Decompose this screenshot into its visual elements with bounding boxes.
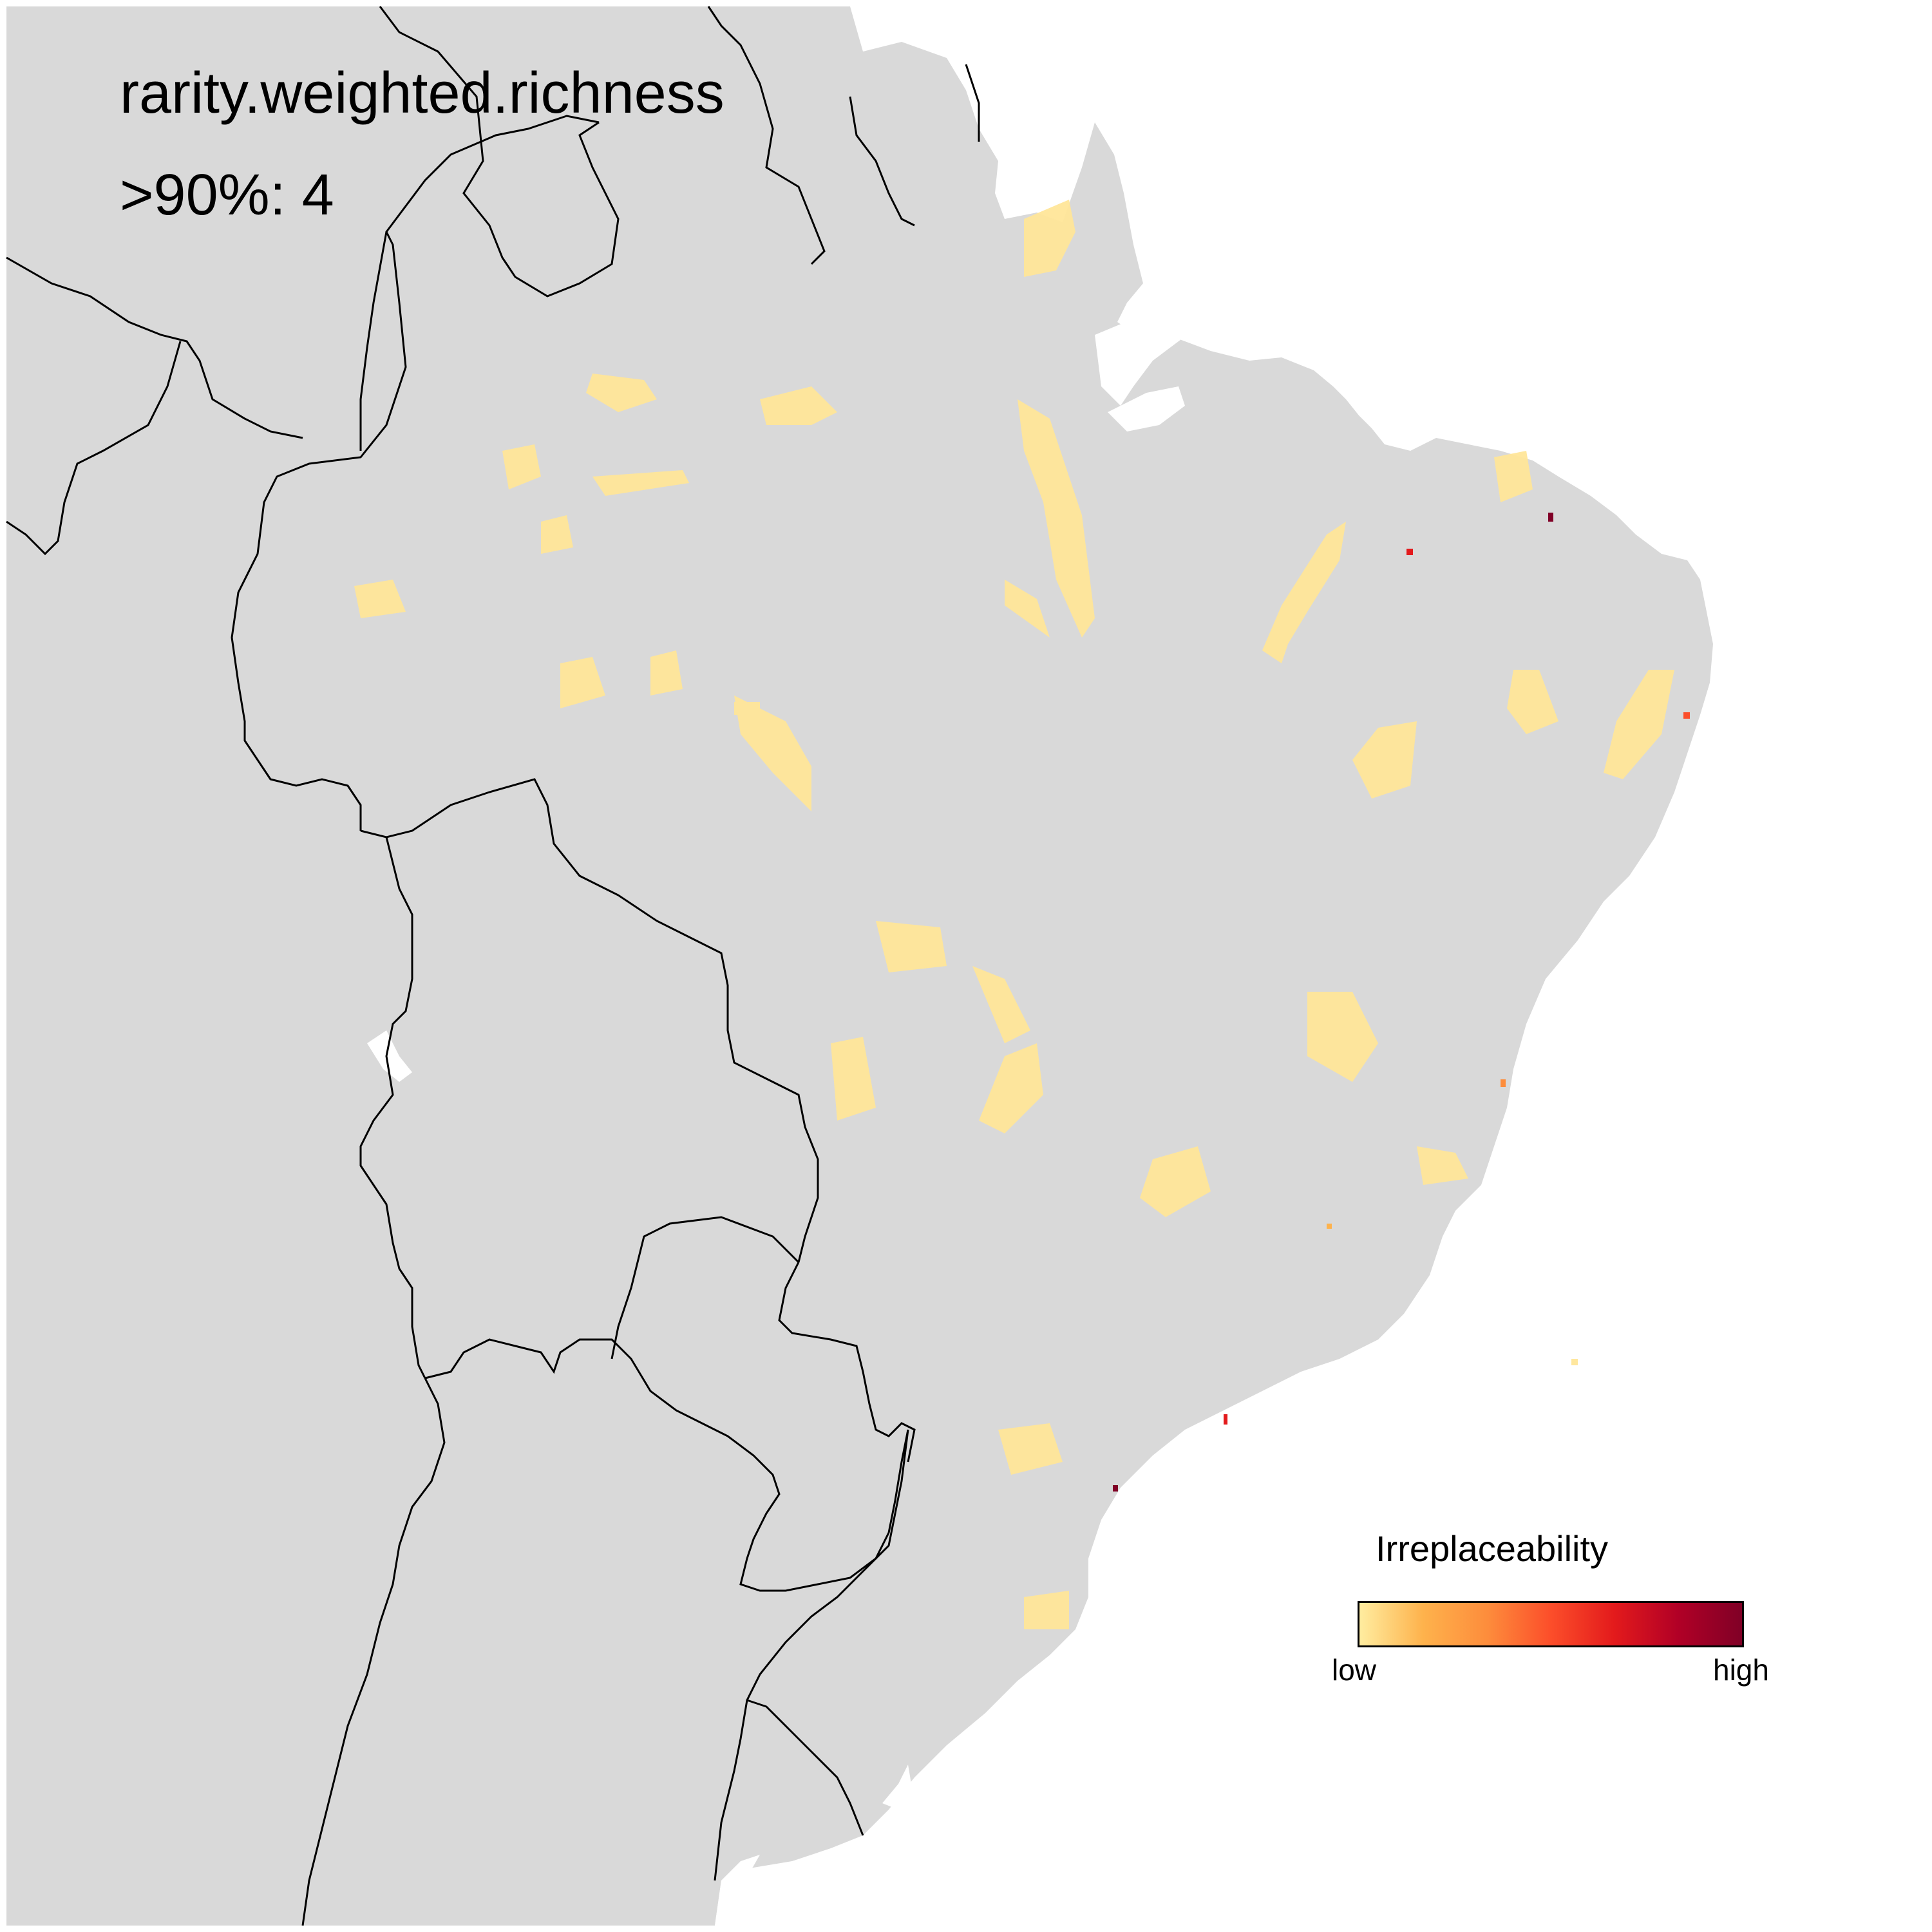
la-plata-estuary <box>715 1855 760 1926</box>
low-irreplaceability-area <box>502 444 541 489</box>
lagoa-dos-patos <box>882 1765 911 1810</box>
low-irreplaceability-area <box>734 702 760 715</box>
border-line <box>424 1338 909 1592</box>
low-irreplaceability-area <box>1494 451 1533 502</box>
low-irreplaceability-area <box>1571 1359 1578 1365</box>
low-irreplaceability-area <box>760 386 837 425</box>
border-line <box>6 256 303 439</box>
country-borders <box>6 6 980 1926</box>
amazon-estuary <box>1095 303 1204 406</box>
legend-low-label: low <box>1332 1653 1377 1687</box>
low-irreplaceability-area <box>1262 522 1346 663</box>
low-irreplaceability-area <box>998 1423 1063 1475</box>
low-irreplaceability-area <box>1018 399 1095 638</box>
high-irreplaceability-cell <box>1327 1224 1332 1229</box>
high-irreplaceability-cell <box>1501 1079 1506 1087</box>
low-irreplaceability-area <box>1417 1146 1468 1185</box>
border-line <box>379 6 620 298</box>
low-irreplaceability-area <box>831 1037 876 1121</box>
low-irreplaceability-area <box>586 374 657 412</box>
border-line <box>778 1262 916 1463</box>
low-irreplaceability-area <box>1005 580 1050 638</box>
marajo-gap <box>1108 386 1185 431</box>
low-irreplaceability-area <box>541 515 573 554</box>
low-irreplaceability-area <box>876 921 947 972</box>
low-irreplaceability-area <box>1507 670 1558 734</box>
border-line <box>714 1429 909 1881</box>
border-line <box>359 837 426 1379</box>
border-line <box>746 1699 864 1836</box>
border-line <box>611 1216 800 1359</box>
high-irreplaceability-cell <box>1683 712 1690 719</box>
low-irreplaceability-area <box>650 650 683 696</box>
low-irreplaceability-area <box>1024 200 1075 277</box>
border-line <box>849 96 915 227</box>
low-irreplaceability-area <box>354 580 406 618</box>
lake-titicaca <box>367 1030 412 1082</box>
border-line <box>301 1378 446 1926</box>
low-irreplaceability-area <box>1604 670 1674 779</box>
low-irreplaceability-area <box>1352 721 1417 799</box>
low-irreplaceability-area <box>979 1043 1043 1133</box>
low-irreplaceability-area <box>592 470 689 496</box>
legend-high-label: high <box>1713 1653 1769 1687</box>
low-irreplaceability-area <box>734 696 811 811</box>
high-irreplaceability-cell <box>1113 1485 1118 1492</box>
border-line <box>360 778 819 1263</box>
low-irreplaceability-area <box>1307 992 1378 1082</box>
legend-title: Irreplaceability <box>1376 1528 1609 1569</box>
border-line <box>965 64 980 142</box>
border-line <box>707 6 826 265</box>
low-irreplaceability-area <box>972 966 1030 1043</box>
low-irreplaceability-area <box>1140 1146 1211 1217</box>
border-line <box>231 115 600 831</box>
irreplaceability-cells <box>354 200 1674 1629</box>
high-irreplaceability-cell <box>1224 1414 1227 1425</box>
border-line <box>6 341 182 556</box>
map-subtitle: >90%: 4 <box>120 163 334 227</box>
border-line <box>359 231 388 451</box>
legend-colorbar <box>1358 1601 1744 1647</box>
high-irreplaceability-cell <box>1548 513 1553 522</box>
low-irreplaceability-area <box>1024 1591 1069 1629</box>
low-irreplaceability-area <box>560 657 605 708</box>
landmass <box>6 6 1713 1926</box>
map-title: rarity.weighted.richness <box>120 61 724 126</box>
high-irreplaceability-cell <box>1406 549 1413 555</box>
